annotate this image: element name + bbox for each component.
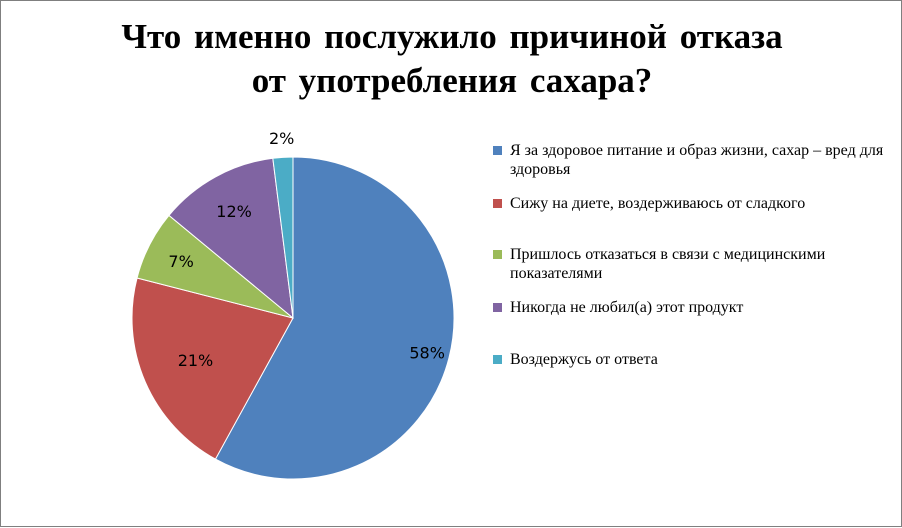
legend-item-healthy: Я за здоровое питание и образ жизни, сах… [493,141,893,179]
pie-slice-no-answer [272,156,294,319]
legend-label-diet: Сижу на диете, воздерживаюсь от сладкого [510,195,806,212]
legend-swatch-healthy [493,146,502,155]
legend-label-healthy: Я за здоровое питание и образ жизни, сах… [510,142,884,178]
pie-slice-healthy [214,156,455,480]
legend-item-medical: Пришлось отказаться в связи с медицински… [493,245,893,283]
legend-swatch-never-liked [493,303,502,312]
legend-item-no-answer: Воздержусь от ответа [493,350,893,369]
legend-label-never-liked: Никогда не любил(а) этот продукт [510,299,744,316]
pie-slice-diet [131,277,294,460]
legend-label-no-answer: Воздержусь от ответа [510,351,658,368]
data-label-healthy: 58% [409,343,445,362]
legend-swatch-diet [493,199,502,208]
legend-swatch-no-answer [493,355,502,364]
chart-title-line-2: от употребления сахара? [251,61,653,100]
legend-item-never-liked: Никогда не любил(а) этот продукт [493,298,893,317]
data-label-no-answer: 2% [269,129,294,148]
data-label-diet: 21% [178,351,214,370]
legend-label-medical: Пришлось отказаться в связи с медицински… [510,246,826,282]
chart-title-line-1: Что именно послужило причиной отказа [121,17,783,56]
data-label-never-liked: 12% [216,202,252,221]
data-label-medical: 7% [168,252,193,271]
legend-swatch-medical [493,250,502,259]
pie-slice-never-liked [168,157,294,320]
legend-item-diet: Сижу на диете, воздерживаюсь от сладкого [493,194,893,213]
chart-title: Что именно послужило причиной отказа от … [1,15,902,103]
